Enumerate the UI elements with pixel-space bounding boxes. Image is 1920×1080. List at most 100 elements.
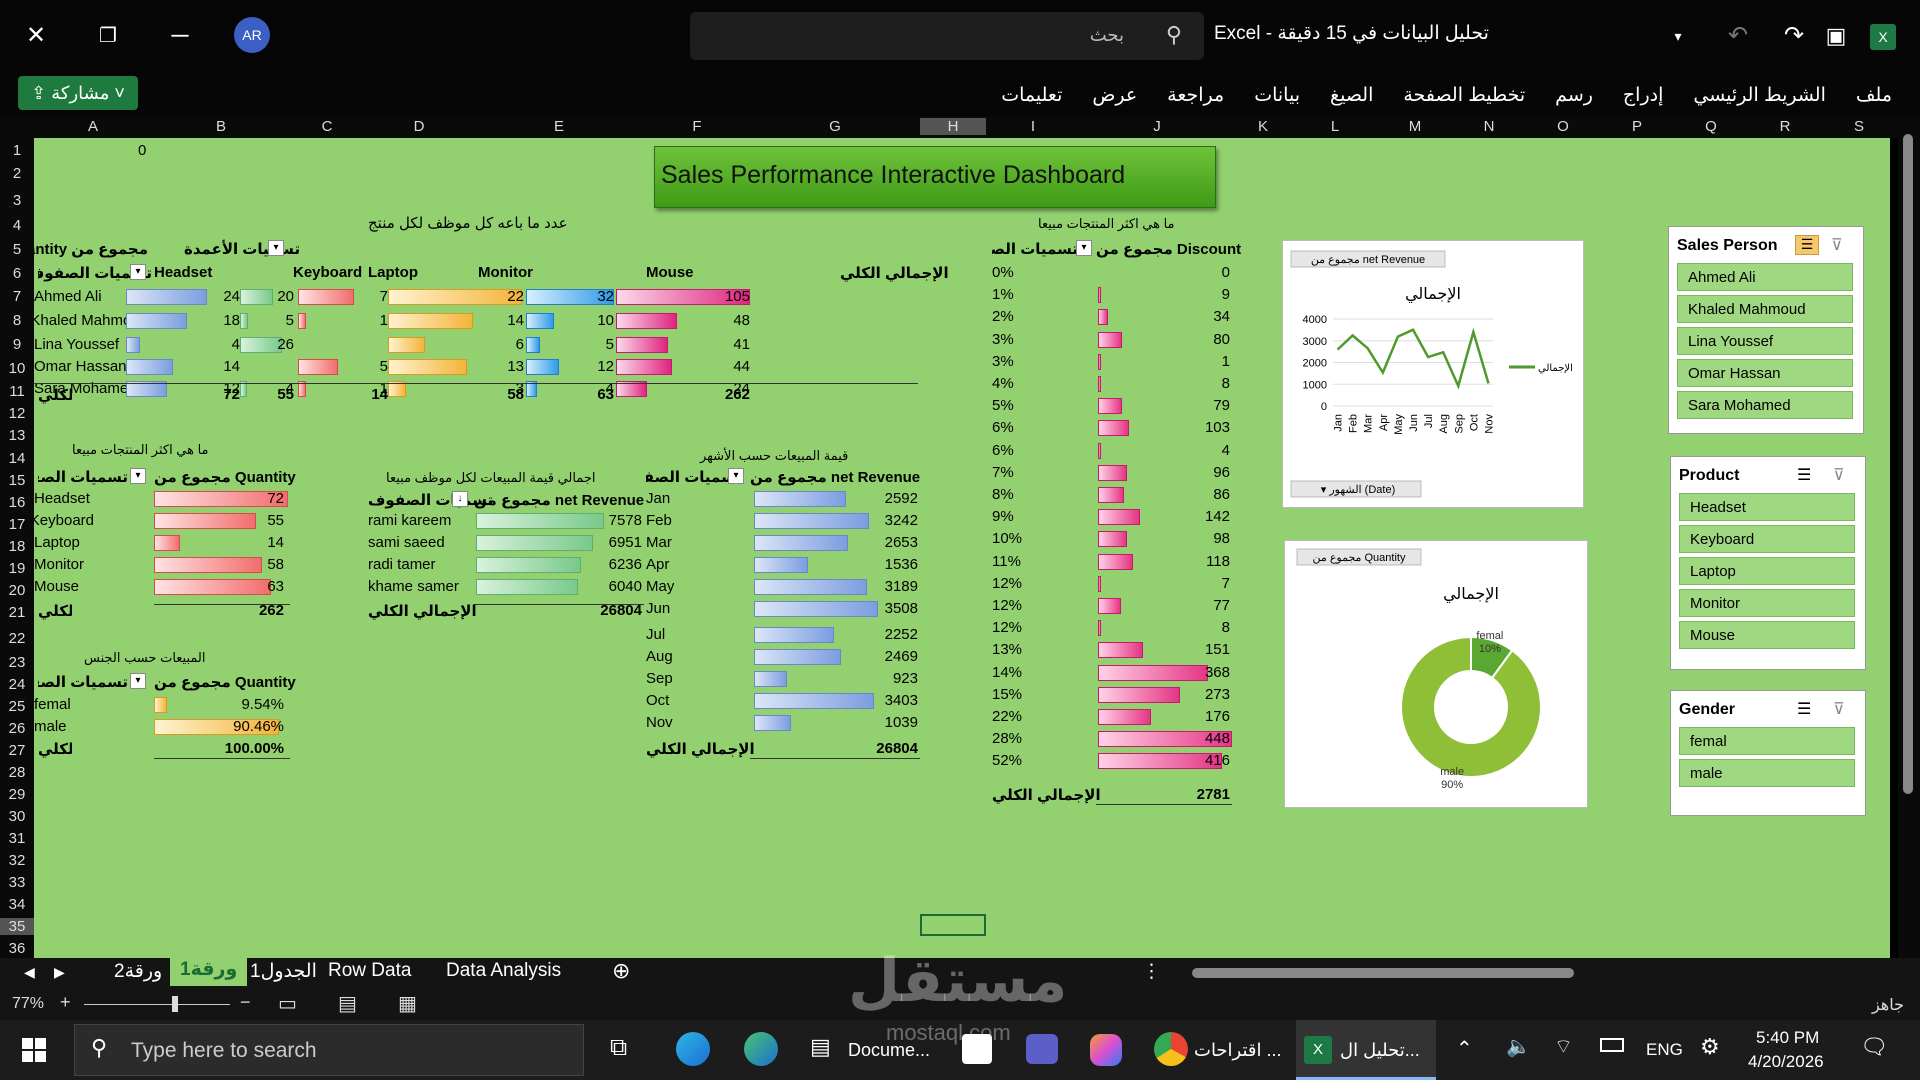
more-icon[interactable]: ⋮ [1142, 961, 1161, 982]
wifi-icon[interactable]: ⌔ [1554, 1036, 1573, 1058]
column-header[interactable]: G [829, 118, 841, 135]
store-icon[interactable] [962, 1034, 992, 1064]
pivot6-row-filter-icon[interactable]: ▾ [1076, 240, 1092, 256]
column-header[interactable]: K [1257, 118, 1268, 135]
row-header[interactable]: 11 [9, 383, 25, 400]
pivot4-row-filter-icon[interactable]: ▾ [728, 468, 744, 484]
multi-select-icon[interactable]: ☰ [1797, 467, 1812, 484]
column-header[interactable]: F [692, 118, 702, 135]
column-header[interactable]: E [553, 118, 564, 135]
zoom-slider-thumb[interactable] [172, 996, 178, 1012]
scroll-left-icon[interactable]: ◀ [24, 964, 35, 980]
vertical-scroll-thumb[interactable] [1903, 134, 1913, 794]
taskbar-app-label[interactable]: تحليل ال... [1340, 1040, 1420, 1060]
battery-icon[interactable] [1600, 1038, 1624, 1052]
clear-filter-icon[interactable]: ⊽ [1833, 467, 1845, 484]
slicer-item[interactable]: male [1679, 759, 1855, 787]
row-header[interactable]: 36 [8, 940, 26, 957]
column-header[interactable]: Q [1705, 118, 1717, 135]
row-header[interactable]: 31 [8, 830, 26, 847]
row-header[interactable]: 16 [8, 494, 26, 511]
donut-chart-panel[interactable]: مجموع من Quantity الإجمالي femal 10% male 90% [1284, 540, 1588, 808]
row-header[interactable]: 5 [12, 241, 22, 258]
row-header[interactable]: 20 [8, 582, 26, 599]
pivot2-row-filter-icon[interactable]: ▾ [130, 468, 146, 484]
clear-filter-icon[interactable]: ⊽ [1831, 237, 1843, 254]
slicer-item[interactable]: Keyboard [1679, 525, 1855, 553]
line-chart-panel[interactable]: مجموع من net Revenue الإجمالي 0 1000 2000 300… [1282, 240, 1584, 508]
sheet-tab[interactable]: Row Data [328, 960, 412, 981]
task-view-icon[interactable]: ⧉ [610, 1034, 628, 1061]
row-header[interactable]: 34 [8, 896, 26, 913]
slicer-sales-person[interactable]: Sales Person ☰ ⊽ Ahmed Ali Khaled Mahmou… [1668, 226, 1864, 434]
pivot5-row-filter-icon[interactable]: ▾ [130, 673, 146, 689]
column-header[interactable]: N [1483, 118, 1495, 135]
settings-icon[interactable]: ⚙ [1700, 1034, 1720, 1059]
column-header[interactable]: O [1557, 118, 1569, 135]
row-header[interactable]: 18 [8, 538, 26, 555]
row-header[interactable]: 4 [12, 217, 22, 234]
row-header[interactable]: 2 [12, 165, 22, 182]
slicer-item[interactable]: femal [1679, 727, 1855, 755]
scroll-right-icon[interactable]: ▶ [54, 964, 65, 980]
column-header[interactable]: D [413, 118, 425, 135]
vertical-scrollbar[interactable] [1898, 116, 1920, 958]
edge-dev-icon[interactable] [744, 1032, 778, 1066]
column-header[interactable]: J [1153, 118, 1161, 135]
row-header[interactable]: 25 [8, 698, 26, 715]
row-header[interactable]: 23 [8, 654, 26, 671]
slicer-item[interactable]: Ahmed Ali [1677, 263, 1853, 291]
row-header[interactable]: 19 [8, 560, 26, 577]
close-icon[interactable]: ✕ [25, 22, 47, 49]
slicer-item[interactable]: Laptop [1679, 557, 1855, 585]
page-layout-view-icon[interactable]: ▤ [338, 993, 357, 1015]
row-header[interactable]: 30 [8, 808, 26, 825]
tab-file[interactable]: ملف [1855, 85, 1892, 106]
row-header[interactable]: 6 [12, 265, 22, 282]
redo-icon[interactable]: ↷ [1783, 22, 1805, 49]
tab-review[interactable]: مراجعة [1167, 85, 1225, 106]
restore-icon[interactable]: ❐ [99, 25, 117, 47]
clear-filter-icon[interactable]: ⊽ [1833, 701, 1845, 718]
sheet-tab[interactable]: Data Analysis [446, 960, 562, 981]
row-header[interactable]: 27 [8, 742, 26, 759]
row-header[interactable]: 32 [8, 852, 26, 869]
row-header[interactable]: 14 [8, 450, 26, 467]
tab-formulas[interactable]: الصيغ [1329, 85, 1374, 106]
horizontal-scroll-thumb[interactable] [1192, 968, 1574, 978]
zoom-out-icon[interactable]: − [240, 992, 251, 1012]
normal-view-icon[interactable]: ▦ [398, 993, 417, 1015]
chrome-icon[interactable] [1154, 1032, 1188, 1066]
slicer-item[interactable]: Khaled Mahmoud [1677, 295, 1853, 323]
row-header[interactable]: 28 [8, 764, 26, 781]
teams-icon[interactable] [1026, 1034, 1058, 1064]
minimize-icon[interactable]: ─ [171, 22, 189, 49]
tab-home[interactable]: الشريط الرئيسي [1693, 85, 1826, 106]
page-break-view-icon[interactable]: ▭ [278, 993, 297, 1015]
search-input[interactable]: بحث ⚲ [690, 12, 1204, 60]
row-header[interactable]: 17 [8, 516, 26, 533]
row-header[interactable]: 9 [12, 336, 22, 353]
customize-toolbar-icon[interactable]: ▾ [1674, 28, 1682, 44]
row-header[interactable]: 33 [8, 874, 26, 891]
row-header[interactable]: 22 [8, 630, 26, 647]
tab-page-layout[interactable]: تخطيط الصفحة [1403, 85, 1526, 106]
sheet-tab-active[interactable]: ورقة1 [170, 958, 248, 986]
multi-select-icon[interactable]: ☰ [1797, 701, 1812, 718]
taskbar-search-input[interactable]: ⚲ Type here to search [74, 1024, 584, 1076]
row-header[interactable]: 21 [8, 604, 26, 621]
column-header[interactable]: H [920, 118, 986, 135]
column-header[interactable]: I [1030, 118, 1036, 135]
volume-icon[interactable]: 🔈 [1506, 1036, 1531, 1058]
clock-date[interactable]: 4/20/2026 [1748, 1052, 1824, 1071]
slicer-item[interactable]: Headset [1679, 493, 1855, 521]
row-header[interactable]: 3 [12, 192, 22, 209]
tab-insert[interactable]: إدراج [1622, 85, 1664, 106]
row-header[interactable]: 35 [0, 918, 34, 935]
column-header[interactable]: C [321, 118, 333, 135]
taskbar-app-label[interactable]: Docume... [848, 1040, 931, 1060]
slicer-item[interactable]: Omar Hassan [1677, 359, 1853, 387]
row-header[interactable]: 29 [8, 786, 26, 803]
avatar[interactable]: AR [234, 17, 270, 53]
row-header[interactable]: 10 [8, 360, 26, 377]
